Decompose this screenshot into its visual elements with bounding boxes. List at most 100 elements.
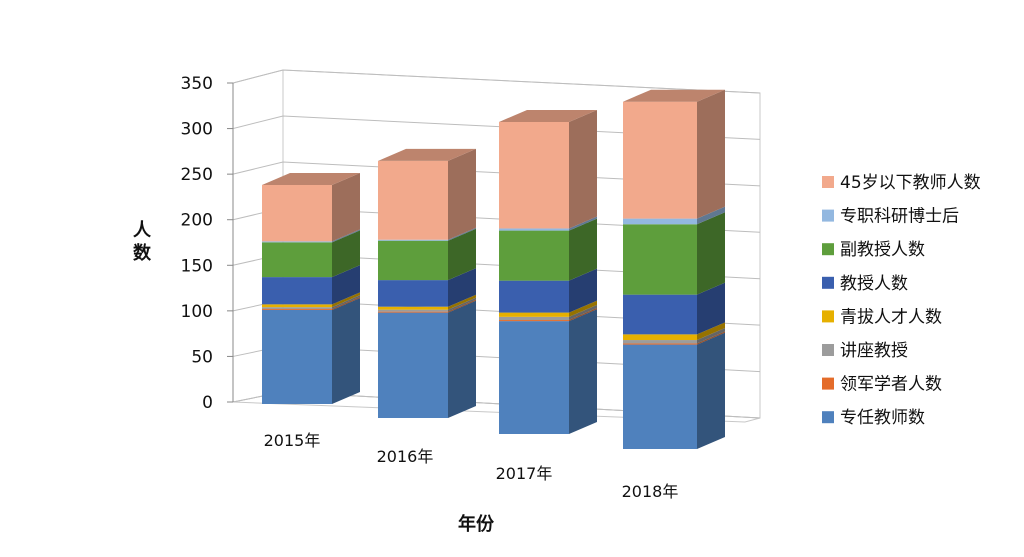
bar-segment <box>378 309 448 312</box>
bar-segment-side <box>332 298 360 404</box>
bar-segment <box>262 309 332 310</box>
legend-label: 专职科研博士后 <box>840 207 959 227</box>
y-tick-label: 350 <box>181 74 213 94</box>
legend-item: 青拔人才人数 <box>822 307 942 327</box>
bar-segment <box>499 230 569 281</box>
bar-segment-side <box>332 172 360 242</box>
y-tick-label: 250 <box>181 165 213 185</box>
legend-swatch <box>822 276 834 289</box>
bars <box>262 89 725 449</box>
bar-segment-side <box>697 331 725 345</box>
bar-segment-side <box>569 308 597 322</box>
bar-segment-side <box>697 89 725 219</box>
bar-segment <box>262 307 332 310</box>
bar-segment-side <box>697 322 725 341</box>
x-axis-ticks: 2015年 2016年 2017年 2018年 <box>264 431 679 501</box>
bar-segment <box>262 242 332 278</box>
bar-top <box>499 109 597 122</box>
bar-segment <box>499 228 569 231</box>
bar-segment <box>262 184 332 242</box>
bar-segment-side <box>332 229 360 243</box>
bar-segment-side <box>448 268 476 307</box>
bar-segment <box>262 310 332 404</box>
x-tick-label: 2017年 <box>496 464 553 483</box>
bar-segment-side <box>697 282 725 335</box>
y-axis-ticks: 0 50 100 150 200 250 300 350 <box>181 74 213 413</box>
bar-segment <box>499 280 569 313</box>
legend-swatch <box>822 344 834 356</box>
legend-label: 讲座教授 <box>840 341 908 361</box>
legend-item: 副教授人数 <box>822 240 925 260</box>
bar-segment-side <box>697 332 725 449</box>
bar-segment-side <box>332 230 360 278</box>
legend-swatch <box>822 411 834 424</box>
legend-swatch <box>822 209 834 222</box>
bar-segment <box>499 312 569 317</box>
legend-item: 领军学者人数 <box>822 375 942 395</box>
bar-segment <box>499 316 569 321</box>
bar-segment-side <box>448 299 476 313</box>
bar-segment-side <box>569 309 597 434</box>
x-tick-label: 2018年 <box>622 482 679 501</box>
bar-segment <box>623 334 697 341</box>
y-tick-label: 50 <box>191 347 213 367</box>
legend-swatch <box>822 243 834 256</box>
y-tick-label: 300 <box>181 120 213 140</box>
legend-swatch <box>822 377 834 390</box>
bar-segment-side <box>569 216 597 231</box>
bar-stack <box>499 109 597 434</box>
y-axis-title-char-1: 人 <box>133 220 152 241</box>
bar-segment <box>262 304 332 308</box>
bar-segment-side <box>448 148 476 240</box>
bar-top <box>378 148 476 161</box>
bar-segment-side <box>332 265 360 305</box>
bar-stack <box>262 172 360 404</box>
bar-segment <box>378 239 448 241</box>
bar-segment <box>499 121 569 229</box>
x-tick-label: 2015年 <box>264 431 321 450</box>
bar-segment-side <box>448 227 476 241</box>
bar-segment-side <box>448 297 476 312</box>
legend-label: 领军学者人数 <box>840 375 942 395</box>
bar-segment <box>378 311 448 313</box>
legend-item: 教授人数 <box>822 274 908 294</box>
bar-segment <box>623 344 697 449</box>
legend-label: 青拔人才人数 <box>840 307 942 327</box>
legend: 45岁以下教师人数专职科研博士后副教授人数教授人数青拔人才人数讲座教授领军学者人… <box>822 173 981 428</box>
y-tick-label: 0 <box>202 393 213 413</box>
bar-top <box>262 172 360 185</box>
bar-segment <box>623 218 697 225</box>
bar-segment-side <box>697 212 725 295</box>
bar-segment <box>378 160 448 240</box>
x-tick-label: 2016年 <box>377 447 434 466</box>
bar-segment-side <box>697 328 725 344</box>
bar-segment-side <box>569 218 597 281</box>
y-tick-label: 150 <box>181 256 213 276</box>
bar-segment <box>378 312 448 418</box>
legend-label: 副教授人数 <box>840 240 925 260</box>
bar-segment-side <box>332 297 360 310</box>
y-axis-title-char-2: 数 <box>133 242 152 264</box>
legend-item: 专任教师数 <box>822 408 925 428</box>
bar-segment <box>262 241 332 243</box>
bar-segment-side <box>569 304 597 321</box>
legend-item: 45岁以下教师人数 <box>822 173 981 193</box>
legend-item: 专职科研博士后 <box>822 207 959 227</box>
x-axis-title: 年份 <box>458 513 495 535</box>
legend-label: 45岁以下教师人数 <box>840 173 981 193</box>
y-tick-label: 200 <box>181 211 213 231</box>
bar-stack <box>623 89 725 449</box>
bar-segment <box>623 224 697 295</box>
bar-segment <box>378 306 448 310</box>
bar-top <box>623 89 725 102</box>
bar-segment-side <box>697 206 725 225</box>
bar-segment <box>623 294 697 335</box>
legend-label: 专任教师数 <box>840 408 925 428</box>
bar-segment-side <box>569 300 597 317</box>
bar-segment-side <box>448 294 476 310</box>
bar-segment-side <box>332 295 360 310</box>
bar-segment-side <box>569 268 597 313</box>
bar-segment-side <box>448 228 476 281</box>
bar-segment-side <box>332 292 360 308</box>
